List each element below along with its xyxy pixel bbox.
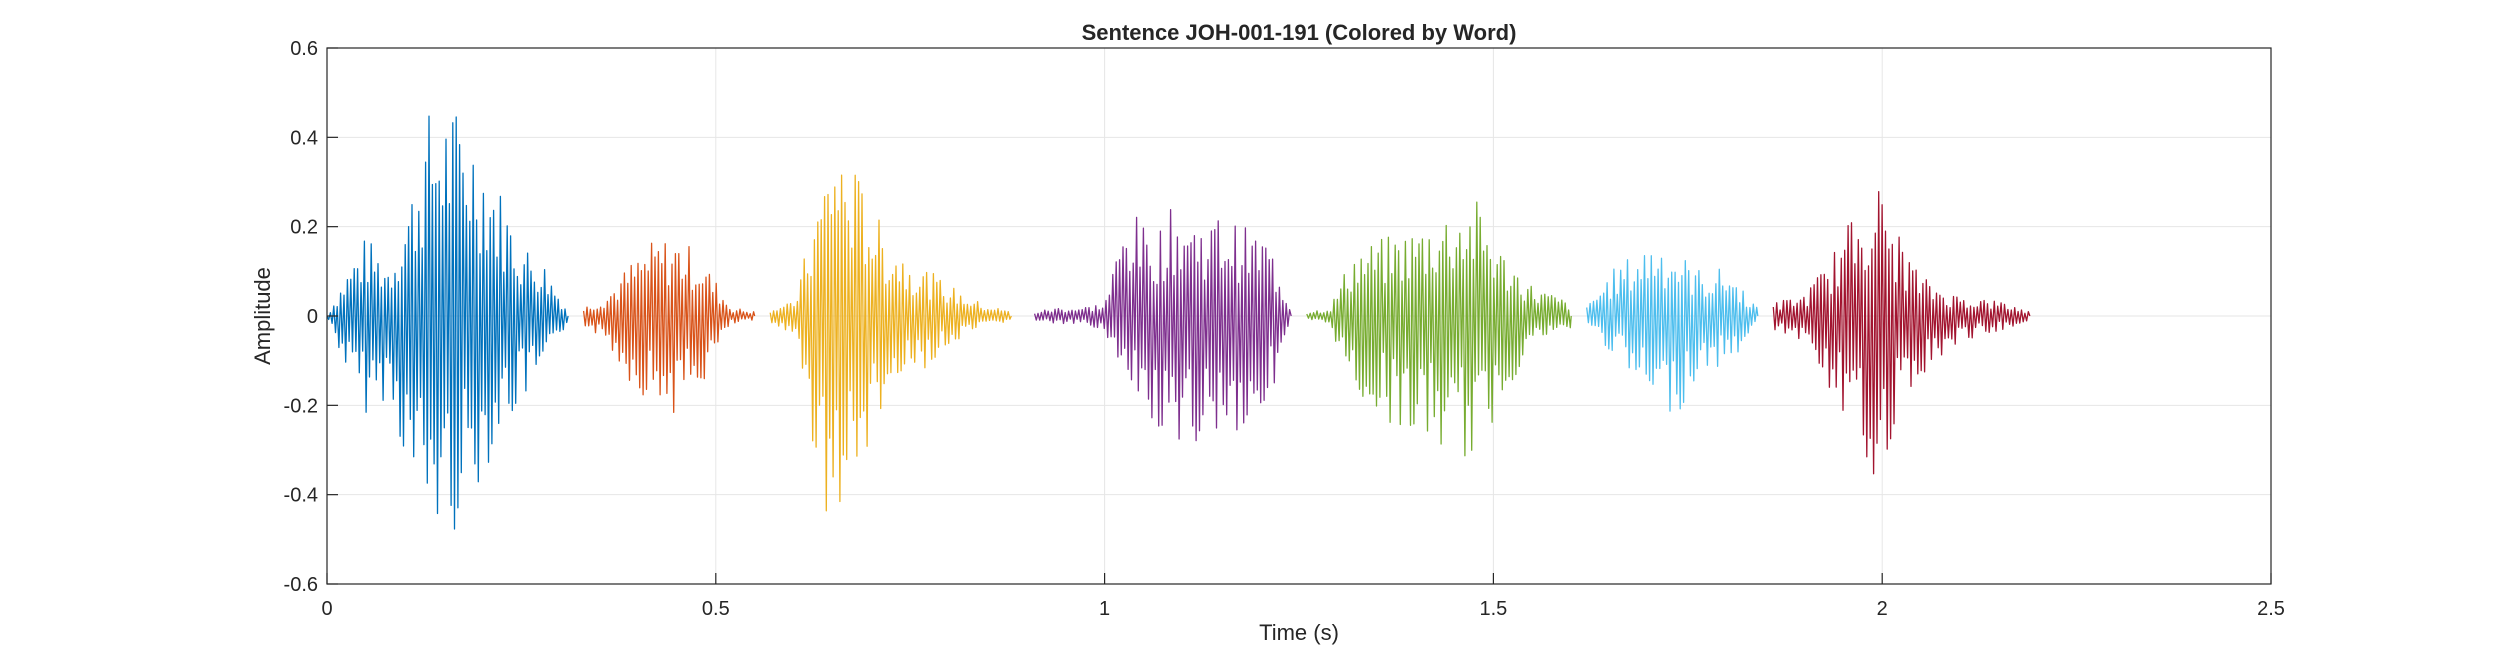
y-axis-label: Amplitude xyxy=(250,267,275,365)
y-tick-label: 0.2 xyxy=(290,217,318,239)
y-tick-label: -0.6 xyxy=(284,574,318,596)
word-waveform-2 xyxy=(582,242,756,414)
y-tick-label: -0.4 xyxy=(284,485,318,507)
series-layer xyxy=(326,115,2031,530)
chart-title: Sentence JOH-001-191 (Colored by Word) xyxy=(1082,20,1517,45)
x-axis-label: Time (s) xyxy=(1259,620,1339,645)
word-waveform-3 xyxy=(769,174,1012,512)
word-waveform-4 xyxy=(1033,209,1292,442)
y-tick-label: 0 xyxy=(307,306,318,328)
x-tick-label: 2.5 xyxy=(2257,598,2285,620)
x-tick-label: 1 xyxy=(1099,598,1110,620)
y-tick-label: 0.6 xyxy=(290,38,318,60)
x-tick-label: 2 xyxy=(1877,598,1888,620)
x-tick-label: 0 xyxy=(321,598,332,620)
x-tick-label: 0.5 xyxy=(702,598,730,620)
word-waveform-6 xyxy=(1586,255,1759,412)
word-waveform-1 xyxy=(326,115,569,530)
y-tick-label: 0.4 xyxy=(290,127,318,149)
word-waveform-7 xyxy=(1772,191,2031,475)
y-tick-label: -0.2 xyxy=(284,395,318,417)
word-waveform-5 xyxy=(1306,201,1572,457)
x-tick-label: 1.5 xyxy=(1479,598,1507,620)
ticks: 0 0.5 1 1.5 2 2.5 -0.6 -0.4 -0.2 0 0.2 0.4 0.6 xyxy=(284,38,2285,620)
